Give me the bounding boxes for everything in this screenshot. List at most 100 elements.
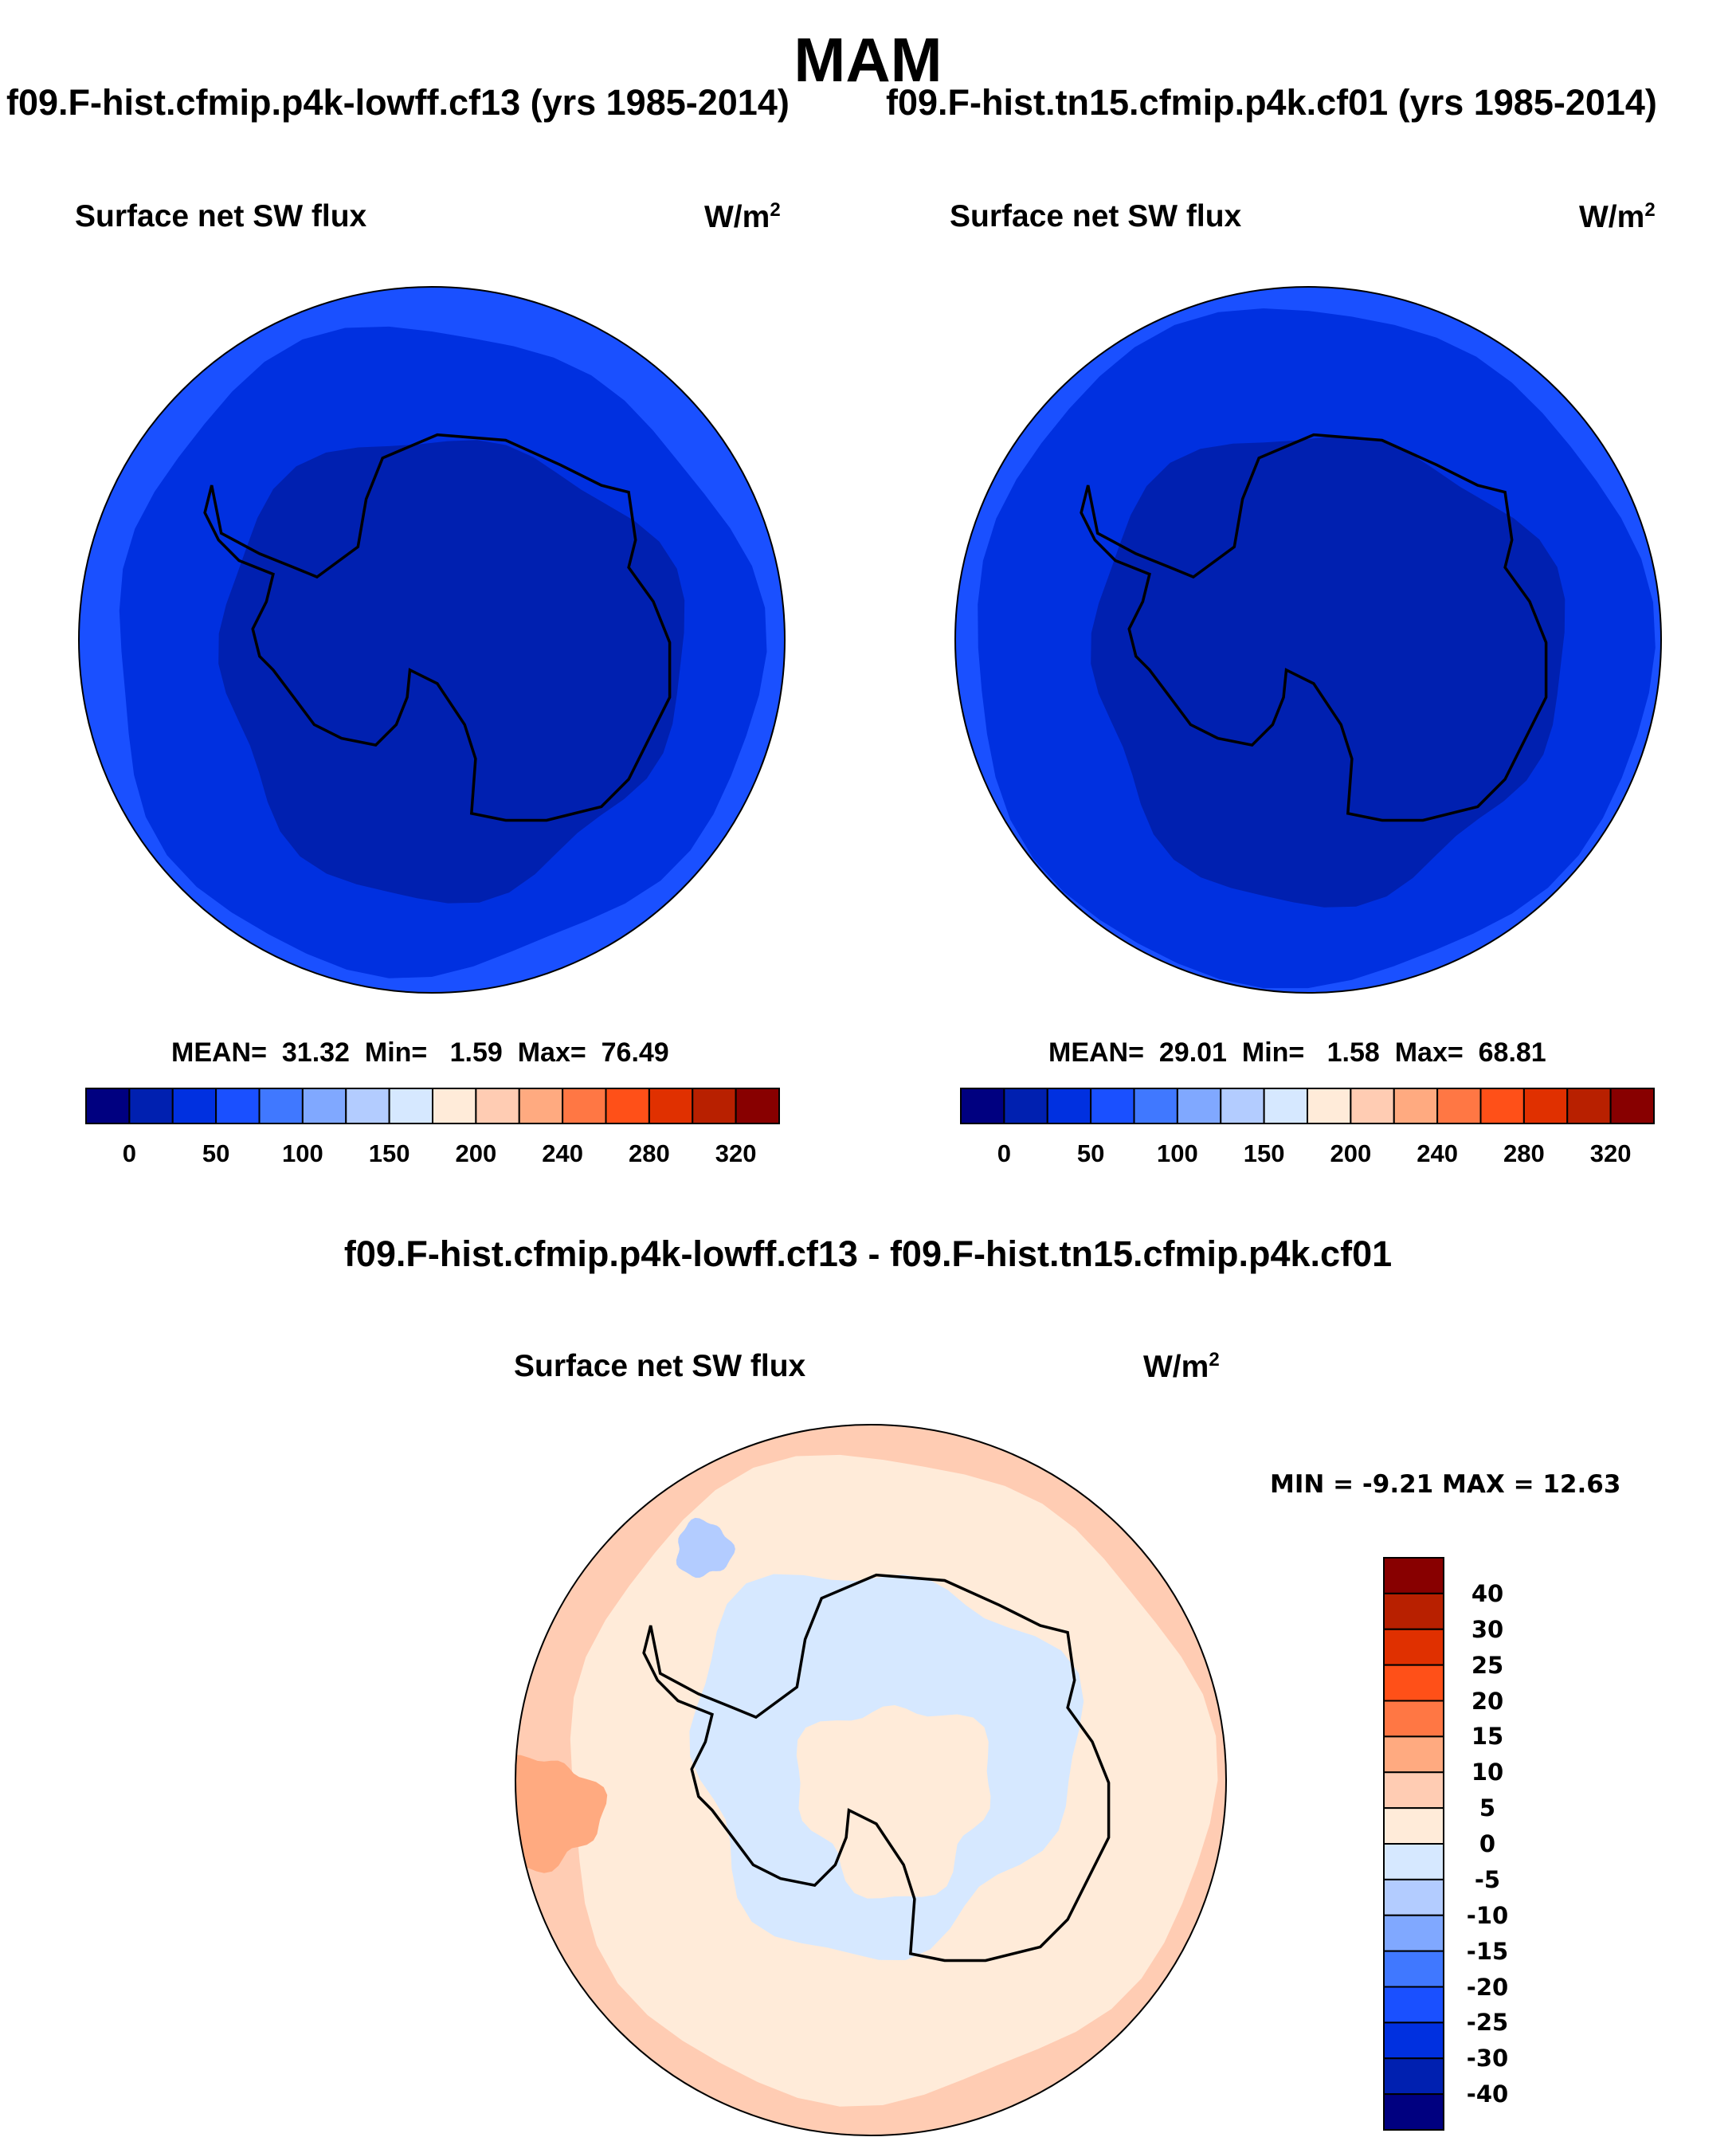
colorbar-tick-label: -5 bbox=[1474, 1865, 1501, 1893]
colorbar-box bbox=[1383, 1950, 1444, 1988]
right-case-title: f09.F-hist.tn15.cfmip.p4k.cf01 (yrs 1985… bbox=[886, 82, 1657, 123]
antarctica-coastline bbox=[1080, 433, 1548, 822]
colorbar-tick-label: 100 bbox=[282, 1139, 323, 1167]
colorbar-tick-label: 100 bbox=[1157, 1139, 1198, 1167]
diff-colorbar bbox=[1383, 1557, 1444, 2131]
colorbar-box bbox=[1307, 1088, 1352, 1124]
colorbar-tick-label: 5 bbox=[1479, 1794, 1496, 1822]
right-map bbox=[954, 286, 1662, 994]
colorbar-box bbox=[1479, 1088, 1525, 1124]
colorbar-box bbox=[215, 1088, 261, 1124]
colorbar-box bbox=[1383, 2021, 1444, 2060]
map-boundary bbox=[954, 286, 1662, 994]
units-sup: 2 bbox=[1644, 199, 1656, 221]
diff-units: W/m2 bbox=[1143, 1349, 1220, 1385]
units-text: W/m bbox=[1579, 200, 1645, 234]
left-case-title: f09.F-hist.cfmip.p4k-lowff.cf13 (yrs 198… bbox=[6, 82, 790, 123]
colorbar-tick-label: -40 bbox=[1466, 2080, 1509, 2108]
contour-region bbox=[218, 440, 685, 904]
colorbar-tick-label: 50 bbox=[1076, 1139, 1105, 1167]
left-variable-title: Surface net SW flux bbox=[75, 199, 367, 233]
colorbar-box bbox=[388, 1088, 433, 1124]
colorbar-box bbox=[1383, 1557, 1444, 1594]
colorbar-tick-label: 40 bbox=[1471, 1579, 1504, 1607]
colorbar-box bbox=[1383, 1700, 1444, 1738]
colorbar-box bbox=[1393, 1088, 1439, 1124]
colorbar-tick-label: 15 bbox=[1471, 1723, 1504, 1751]
contour-region bbox=[676, 1517, 735, 1578]
antarctica-coastline bbox=[642, 1573, 1111, 1963]
antarctica-coastline bbox=[203, 433, 672, 822]
colorbar-box bbox=[1046, 1088, 1092, 1124]
colorbar-box bbox=[1383, 1914, 1444, 1952]
max-label: Max= bbox=[517, 1037, 586, 1068]
colorbar-box bbox=[1383, 1843, 1444, 1880]
colorbar-box bbox=[960, 1088, 1005, 1124]
units-sup: 2 bbox=[770, 199, 781, 221]
colorbar-tick-label: 240 bbox=[1417, 1139, 1458, 1167]
diff-map bbox=[515, 1424, 1227, 2136]
colorbar-box bbox=[562, 1088, 607, 1124]
units-sup: 2 bbox=[1209, 1349, 1220, 1371]
left-colorbar bbox=[85, 1088, 780, 1124]
colorbar-box bbox=[605, 1088, 650, 1124]
colorbar-box bbox=[1383, 1771, 1444, 1810]
diff-title: f09.F-hist.cfmip.p4k-lowff.cf13 - f09.F-… bbox=[343, 1233, 1393, 1274]
colorbar-box bbox=[1383, 1986, 1444, 2024]
colorbar-box bbox=[692, 1088, 737, 1124]
map-boundary bbox=[515, 1424, 1227, 2136]
map-boundary bbox=[78, 286, 786, 994]
max-label: Max= bbox=[1394, 1037, 1464, 1068]
colorbar-box bbox=[1383, 1807, 1444, 1845]
colorbar-box bbox=[1566, 1088, 1612, 1124]
colorbar-box bbox=[1383, 2057, 1444, 2096]
units-text: W/m bbox=[1143, 1350, 1209, 1384]
max-value: 76.49 bbox=[601, 1037, 669, 1068]
right-units: W/m2 bbox=[1579, 199, 1656, 235]
colorbar-box bbox=[1609, 1088, 1655, 1124]
left-map bbox=[78, 286, 786, 994]
min-value: 1.59 bbox=[449, 1037, 503, 1068]
colorbar-tick-label: 30 bbox=[1471, 1615, 1504, 1643]
units-text: W/m bbox=[704, 200, 770, 234]
mean-value: 31.32 bbox=[281, 1037, 350, 1068]
colorbar-tick-label: 200 bbox=[455, 1139, 497, 1167]
colorbar-tick-label: 20 bbox=[1471, 1687, 1504, 1715]
colorbar-box bbox=[735, 1088, 780, 1124]
colorbar-box bbox=[1133, 1088, 1178, 1124]
left-units: W/m2 bbox=[704, 199, 781, 235]
diff-stats: MIN = -9.21 MAX = 12.63 bbox=[1270, 1470, 1621, 1499]
colorbar-box bbox=[301, 1088, 347, 1124]
colorbar-box bbox=[518, 1088, 564, 1124]
colorbar-box bbox=[1003, 1088, 1048, 1124]
right-colorbar bbox=[960, 1088, 1655, 1124]
colorbar-box bbox=[1383, 1878, 1444, 1916]
mean-label: MEAN= bbox=[1048, 1037, 1144, 1068]
min-value: 1.58 bbox=[1326, 1037, 1380, 1068]
colorbar-box bbox=[648, 1088, 694, 1124]
colorbar-tick-label: 0 bbox=[997, 1139, 1011, 1167]
colorbar-tick-label: -10 bbox=[1466, 1901, 1509, 1929]
colorbar-box bbox=[258, 1088, 304, 1124]
colorbar-tick-label: -20 bbox=[1466, 1973, 1509, 2001]
right-variable-title: Surface net SW flux bbox=[950, 199, 1242, 233]
colorbar-box bbox=[1383, 2093, 1444, 2131]
colorbar-box bbox=[475, 1088, 520, 1124]
colorbar-tick-label: 200 bbox=[1330, 1139, 1372, 1167]
colorbar-tick-label: -30 bbox=[1466, 2045, 1509, 2072]
min-label: Min= bbox=[1241, 1037, 1305, 1068]
colorbar-tick-label: -25 bbox=[1466, 2009, 1509, 2037]
max-value: 68.81 bbox=[1478, 1037, 1546, 1068]
colorbar-tick-label: 10 bbox=[1471, 1759, 1504, 1786]
colorbar-box bbox=[1176, 1088, 1222, 1124]
colorbar-tick-label: 0 bbox=[122, 1139, 136, 1167]
colorbar-tick-label: 0 bbox=[1479, 1830, 1496, 1857]
colorbar-box bbox=[345, 1088, 390, 1124]
colorbar-box bbox=[1350, 1088, 1395, 1124]
colorbar-tick-label: -15 bbox=[1466, 1937, 1509, 1965]
colorbar-tick-label: 280 bbox=[629, 1139, 670, 1167]
colorbar-box bbox=[1436, 1088, 1482, 1124]
colorbar-box bbox=[1090, 1088, 1135, 1124]
colorbar-box bbox=[1522, 1088, 1569, 1124]
